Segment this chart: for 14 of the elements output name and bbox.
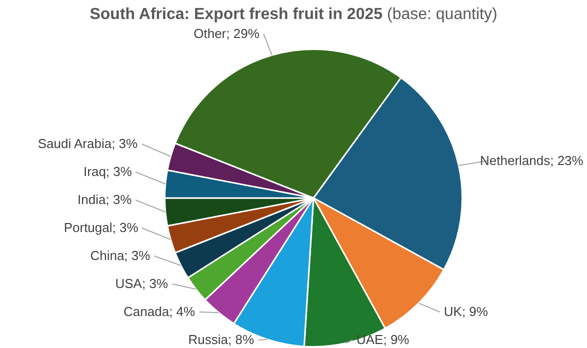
slice-label: UK; 9%: [444, 304, 488, 320]
slice-label: Netherlands; 23%: [480, 152, 584, 169]
slice-label: Russia; 8%: [188, 332, 254, 348]
slice-label: USA; 3%: [115, 276, 168, 292]
slice-label: India; 3%: [78, 192, 132, 208]
slice-label: Other; 29%: [194, 26, 260, 42]
slice-label: UAE; 9%: [356, 332, 410, 348]
slice-label: Iraq; 3%: [84, 164, 132, 180]
chart-subtitle: (base: quantity): [386, 6, 498, 23]
chart-title: South Africa: Export fresh fruit in 2025: [90, 6, 383, 23]
slice-label: Canada; 4%: [124, 304, 196, 320]
slice-label: China; 3%: [90, 248, 150, 264]
slice-label: Portugal; 3%: [64, 220, 138, 236]
slice-label: Saudi Arabia; 3%: [38, 136, 138, 152]
